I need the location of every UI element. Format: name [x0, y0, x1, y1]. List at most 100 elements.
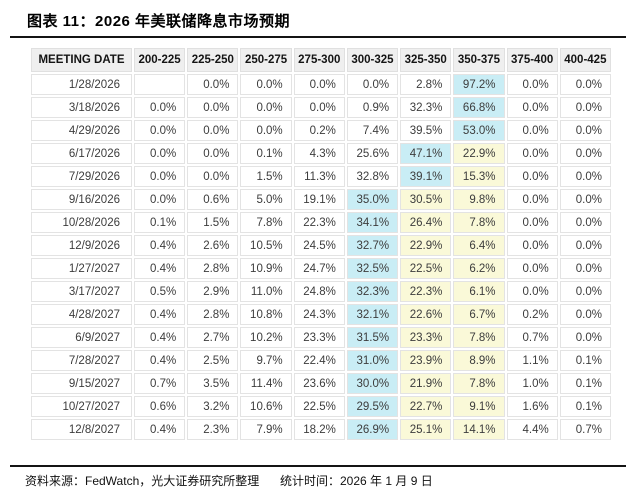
- probability-cell: 0.0%: [506, 166, 558, 187]
- probability-cell: 0.0%: [506, 281, 558, 302]
- probability-cell: 4.4%: [506, 419, 558, 440]
- probability-cell: 0.0%: [559, 120, 611, 141]
- probability-cell: 0.0%: [240, 120, 292, 141]
- probability-cell: 9.7%: [240, 350, 292, 371]
- probability-cell: 22.3%: [293, 212, 345, 233]
- probability-cell: 22.9%: [400, 235, 452, 256]
- probability-cell: 1.0%: [506, 373, 558, 394]
- probability-cell: 21.9%: [400, 373, 452, 394]
- table-row: 4/28/2027 0.4% 2.8% 10.8% 24.3% 32.1% 22.6% 6.7…: [31, 304, 611, 325]
- probability-cell: 39.1%: [400, 166, 452, 187]
- meeting-date-cell: 12/9/2026: [31, 235, 132, 256]
- column-header-rate-range: 300-325: [346, 48, 399, 72]
- probability-cell: 31.5%: [346, 327, 399, 348]
- probability-cell: 1.1%: [506, 350, 558, 371]
- probability-cell: 0.0%: [134, 97, 186, 118]
- table-row: 9/15/2027 0.7% 3.5% 11.4% 23.6% 30.0% 21.9% 7.8…: [31, 373, 611, 394]
- probability-cell: 0.7%: [506, 327, 558, 348]
- probability-cell: 0.1%: [134, 212, 186, 233]
- probability-cell: 7.9%: [240, 419, 292, 440]
- probability-cell: 7.8%: [453, 373, 505, 394]
- probability-cell: 0.5%: [134, 281, 186, 302]
- probability-cell: 1.5%: [240, 166, 292, 187]
- title-divider-line: [10, 36, 626, 38]
- probability-cell: 0.0%: [506, 212, 558, 233]
- probability-cell: 0.6%: [134, 396, 186, 417]
- probability-cell: 0.0%: [559, 258, 611, 279]
- probability-cell: 32.1%: [346, 304, 399, 325]
- meeting-date-cell: 4/28/2027: [31, 304, 132, 325]
- probability-cell: 9.1%: [453, 396, 505, 417]
- probability-cell: 0.2%: [506, 304, 558, 325]
- probability-cell: 0.4%: [134, 419, 186, 440]
- table-row: 7/28/2027 0.4% 2.5% 9.7% 22.4% 31.0% 23.9% 8.9%…: [31, 350, 611, 371]
- probability-cell: 0.0%: [293, 97, 345, 118]
- probability-cell: 1.5%: [187, 212, 239, 233]
- probability-cell: 0.0%: [559, 304, 611, 325]
- probability-cell: 32.8%: [346, 166, 399, 187]
- probability-cell: 0.1%: [559, 350, 611, 371]
- table-row: 12/8/2027 0.4% 2.3% 7.9% 18.2% 26.9% 25.1% 14.1…: [31, 419, 611, 440]
- meeting-date-cell: 12/8/2027: [31, 419, 132, 440]
- probability-cell: 0.0%: [240, 97, 292, 118]
- probability-cell: 32.3%: [400, 97, 452, 118]
- probability-cell: 22.7%: [400, 396, 452, 417]
- probability-cell: 0.0%: [506, 120, 558, 141]
- probability-cell: 32.5%: [346, 258, 399, 279]
- meeting-date-cell: 6/9/2027: [31, 327, 132, 348]
- probability-cell: 11.3%: [293, 166, 345, 187]
- probability-cell: 6.2%: [453, 258, 505, 279]
- probability-cell: 10.9%: [240, 258, 292, 279]
- probability-cell: 1.6%: [506, 396, 558, 417]
- probability-cell: 0.0%: [187, 120, 239, 141]
- table-row: 3/18/2026 0.0% 0.0% 0.0% 0.0% 0.9% 32.3% 66.8% 0…: [31, 97, 611, 118]
- probability-cell: 0.0%: [559, 212, 611, 233]
- meeting-date-cell: 7/28/2027: [31, 350, 132, 371]
- probability-cell: 3.2%: [187, 396, 239, 417]
- column-header-rate-range: 200-225: [134, 48, 186, 72]
- table-row: 1/28/2026 0.0% 0.0% 0.0% 0.0% 2.8% 97.2% 0.0% 0.…: [31, 74, 611, 95]
- probability-cell: 0.0%: [559, 327, 611, 348]
- probability-cell: 14.1%: [453, 419, 505, 440]
- probability-cell: 0.0%: [559, 235, 611, 256]
- table-row: 3/17/2027 0.5% 2.9% 11.0% 24.8% 32.3% 22.3% 6.1…: [31, 281, 611, 302]
- probability-cell: 0.0%: [240, 74, 292, 95]
- table-row: 4/29/2026 0.0% 0.0% 0.0% 0.2% 7.4% 39.5% 53.0% 0…: [31, 120, 611, 141]
- probability-cell: 23.9%: [400, 350, 452, 371]
- probability-cell: 0.0%: [506, 258, 558, 279]
- column-header-rate-range: 350-375: [453, 48, 505, 72]
- probability-cell: 26.4%: [400, 212, 452, 233]
- probability-cell: 39.5%: [400, 120, 452, 141]
- probability-cell: 22.6%: [400, 304, 452, 325]
- column-header-rate-range: 375-400: [506, 48, 558, 72]
- probability-cell: 6.4%: [453, 235, 505, 256]
- probability-cell: 22.3%: [400, 281, 452, 302]
- probability-cell: 6.7%: [453, 304, 505, 325]
- table-row: 6/17/2026 0.0% 0.0% 0.1% 4.3% 25.6% 47.1% 22.9%…: [31, 143, 611, 164]
- meeting-date-cell: 1/27/2027: [31, 258, 132, 279]
- probability-cell: 2.8%: [400, 74, 452, 95]
- probability-cell: 15.3%: [453, 166, 505, 187]
- probability-cell: 29.5%: [346, 396, 399, 417]
- probability-cell: 2.9%: [187, 281, 239, 302]
- meeting-date-cell: 3/17/2027: [31, 281, 132, 302]
- table-body: 1/28/2026 0.0% 0.0% 0.0% 0.0% 2.8% 97.2% 0.0% 0.…: [31, 74, 611, 440]
- meeting-date-cell: 9/16/2026: [31, 189, 132, 210]
- meeting-date-cell: 10/28/2026: [31, 212, 132, 233]
- probability-cell: 23.3%: [400, 327, 452, 348]
- column-header-meeting-date: MEETING DATE: [31, 48, 132, 72]
- probability-cell: 30.0%: [346, 373, 399, 394]
- table-row: 10/28/2026 0.1% 1.5% 7.8% 22.3% 34.1% 26.4% 7.8…: [31, 212, 611, 233]
- probability-cell: 0.0%: [134, 189, 186, 210]
- probability-cell: 2.7%: [187, 327, 239, 348]
- meeting-date-cell: 3/18/2026: [31, 97, 132, 118]
- probability-cell: 9.8%: [453, 189, 505, 210]
- probability-cell: 23.6%: [293, 373, 345, 394]
- probability-cell: 0.4%: [134, 304, 186, 325]
- probability-cell: 0.0%: [187, 74, 239, 95]
- table-header: MEETING DATE 200-225 225-250 250-275 275-300…: [31, 48, 611, 72]
- probability-cell: 24.5%: [293, 235, 345, 256]
- probability-cell: 30.5%: [400, 189, 452, 210]
- probability-cell: 0.0%: [506, 189, 558, 210]
